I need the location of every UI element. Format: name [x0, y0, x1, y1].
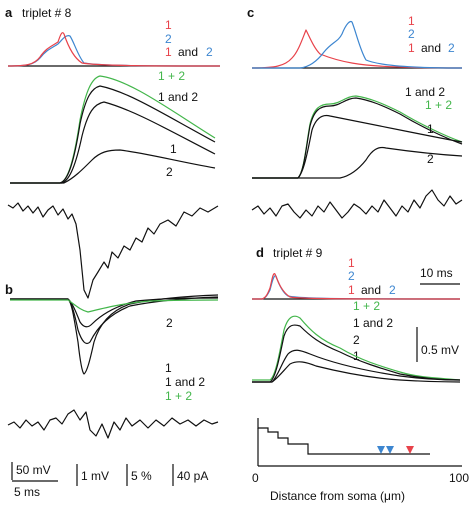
scalebar-50mv: 50 mV: [16, 463, 51, 477]
panel-d-legend-top: 1 2 1 and 2: [348, 256, 396, 297]
c-label-1: 1: [427, 122, 434, 136]
legend-2: 2: [408, 27, 415, 41]
legend-1-and-2: 1 and 2: [405, 85, 445, 99]
b-trace-2: [10, 299, 219, 313]
scalebar-1mv: 1 mV: [81, 469, 109, 483]
scalebar-5ms: 5 ms: [14, 485, 40, 499]
c-mid-trace-2: [252, 146, 463, 179]
panel-a-letter: a: [5, 5, 13, 20]
panel-b-legend: 1 1 and 2 1 + 2: [165, 361, 205, 403]
legend-1-and-2-and: and: [361, 283, 381, 297]
panel-c-legend-mid: 1 and 2 1 + 2: [405, 85, 452, 112]
panel-d: d triplet # 9 1 2 1 and 2 10 ms 1 + 2 1 …: [252, 245, 469, 503]
a-label-2: 2: [166, 165, 173, 179]
d-axis-tick-max: 100: [449, 471, 469, 485]
legend-2: 2: [353, 333, 360, 347]
a-mid-trace-2: [10, 149, 216, 184]
scalebars: 50 mV 5 ms 1 mV 5 % 40 pA: [11, 462, 208, 499]
d-mid-trace-sum: [252, 315, 461, 381]
panel-d-legend-mid: 1 + 2 1 and 2 2 1: [353, 299, 393, 363]
b-trace-1: [10, 297, 219, 328]
legend-1-and-2: 1 and 2: [353, 316, 393, 330]
legend-1-and-2: 1 and 2: [158, 90, 198, 104]
legend-1-and-2-second: 2: [389, 283, 396, 297]
legend-1-plus-2: 1 + 2: [425, 98, 452, 112]
panel-b-letter: b: [5, 282, 13, 297]
legend-1: 1: [165, 18, 172, 32]
a-mid-trace-1-and-2: [10, 85, 216, 184]
d-mid-trace-1: [252, 361, 461, 383]
c-mid-trace-1: [252, 114, 463, 179]
panel-a-title: triplet # 8: [22, 6, 72, 20]
legend-1-and-2-first: 1: [408, 41, 415, 55]
b-bottom-trace: [7, 409, 219, 439]
c-top-trace-1: [251, 29, 463, 69]
panel-b: b 2 1 1 and 2 1 + 2: [5, 282, 219, 439]
panel-a-legend-top: 1 2 1 and 2: [165, 18, 213, 59]
b-label-2: 2: [166, 316, 173, 330]
c-mid-trace-1-and-2: [252, 97, 463, 179]
scalebar-5pct: 5 %: [131, 469, 152, 483]
scalebar-05mv: 0.5 mV: [421, 343, 459, 357]
c-top-trace-2: [252, 20, 463, 69]
legend-1-and-2-and: and: [178, 45, 198, 59]
legend-1-plus-2: 1 + 2: [165, 389, 192, 403]
scalebar-40pa: 40 pA: [177, 469, 208, 483]
c-label-2: 2: [427, 152, 434, 166]
legend-1-plus-2: 1 + 2: [353, 299, 380, 313]
d-mid-trace-2: [252, 349, 461, 383]
legend-1-and-2-first: 1: [348, 283, 355, 297]
legend-1-and-2-first: 1: [165, 45, 172, 59]
legend-1-and-2-and: and: [421, 41, 441, 55]
legend-1: 1: [165, 361, 172, 375]
marker-blue-1: [377, 446, 385, 454]
marker-red: [406, 446, 414, 454]
panel-c-letter: c: [247, 5, 254, 20]
d-stair-diagram: [257, 418, 430, 455]
legend-2: 2: [165, 32, 172, 46]
a-mid-trace-1: [10, 101, 216, 184]
marker-blue-2: [386, 446, 394, 454]
panel-a-legend-mid: 1 + 2 1 and 2: [158, 69, 198, 104]
panel-c-legend-top: 1 2 1 and 2: [408, 14, 455, 55]
legend-2: 2: [348, 269, 355, 283]
legend-1-and-2-second: 2: [448, 41, 455, 55]
b-trace-1-and-2: [10, 296, 219, 345]
d-mid-trace-1-and-2: [252, 324, 461, 383]
legend-1: 1: [408, 14, 415, 28]
a-top-trace-1: [7, 32, 221, 67]
scalebar-10ms: 10 ms: [420, 266, 453, 280]
panel-d-letter: d: [256, 245, 264, 260]
legend-1-and-2: 1 and 2: [165, 375, 205, 389]
panel-a: a triplet # 8 1 2 1 and 2 1 + 2 1 and 2 …: [5, 5, 221, 299]
d-top-trace-1: [252, 273, 461, 300]
a-bottom-trace: [7, 202, 219, 299]
a-label-1: 1: [170, 142, 177, 156]
b-trace-sum: [10, 294, 219, 375]
legend-1: 1: [348, 256, 355, 270]
legend-1-and-2-second: 2: [206, 45, 213, 59]
d-axis-label: Distance from soma (μm): [270, 489, 405, 503]
c-bottom-trace: [251, 189, 463, 219]
legend-1-plus-2: 1 + 2: [158, 69, 185, 83]
panel-c: c 1 2 1 and 2 1 and 2 1 + 2 1 2: [247, 5, 463, 219]
panel-d-title: triplet # 9: [273, 246, 323, 260]
d-axis-tick-min: 0: [252, 471, 259, 485]
